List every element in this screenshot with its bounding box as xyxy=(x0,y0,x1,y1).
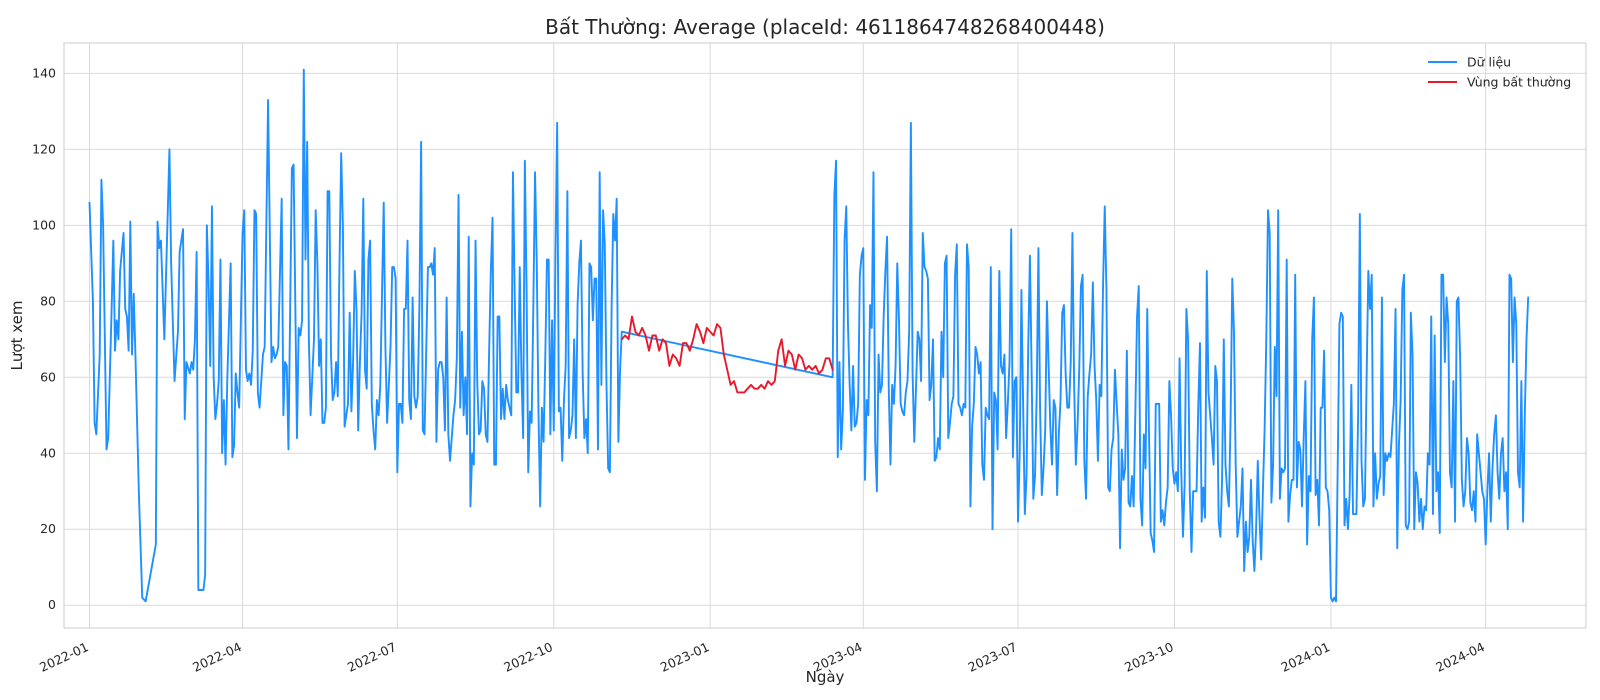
legend-label-vung-bat-thuong: Vùng bất thường xyxy=(1467,75,1571,90)
y-axis-label: Lượt xem xyxy=(8,301,26,371)
x-axis-label: Ngày xyxy=(806,668,845,686)
y-tick-label: 120 xyxy=(32,141,56,156)
y-tick-label: 40 xyxy=(40,445,56,460)
chart-title: Bất Thường: Average (placeId: 4611864748… xyxy=(545,15,1105,39)
series-line-vung-bat-thuong xyxy=(620,315,834,394)
series-layer xyxy=(88,68,1530,603)
legend-label-du-lieu: Dữ liệu xyxy=(1467,55,1511,70)
grid xyxy=(64,43,1586,628)
y-tick-label: 140 xyxy=(32,65,56,80)
y-tick-label: 80 xyxy=(40,293,56,308)
series-line-du-lieu xyxy=(88,68,1530,603)
legend: Dữ liệu Vùng bất thường xyxy=(1428,55,1571,90)
y-tick-label: 0 xyxy=(48,597,56,612)
plot-frame xyxy=(63,42,1587,629)
y-tick-label: 60 xyxy=(40,369,56,384)
y-tick-label: 100 xyxy=(32,217,56,232)
y-tick-label: 20 xyxy=(40,521,56,536)
